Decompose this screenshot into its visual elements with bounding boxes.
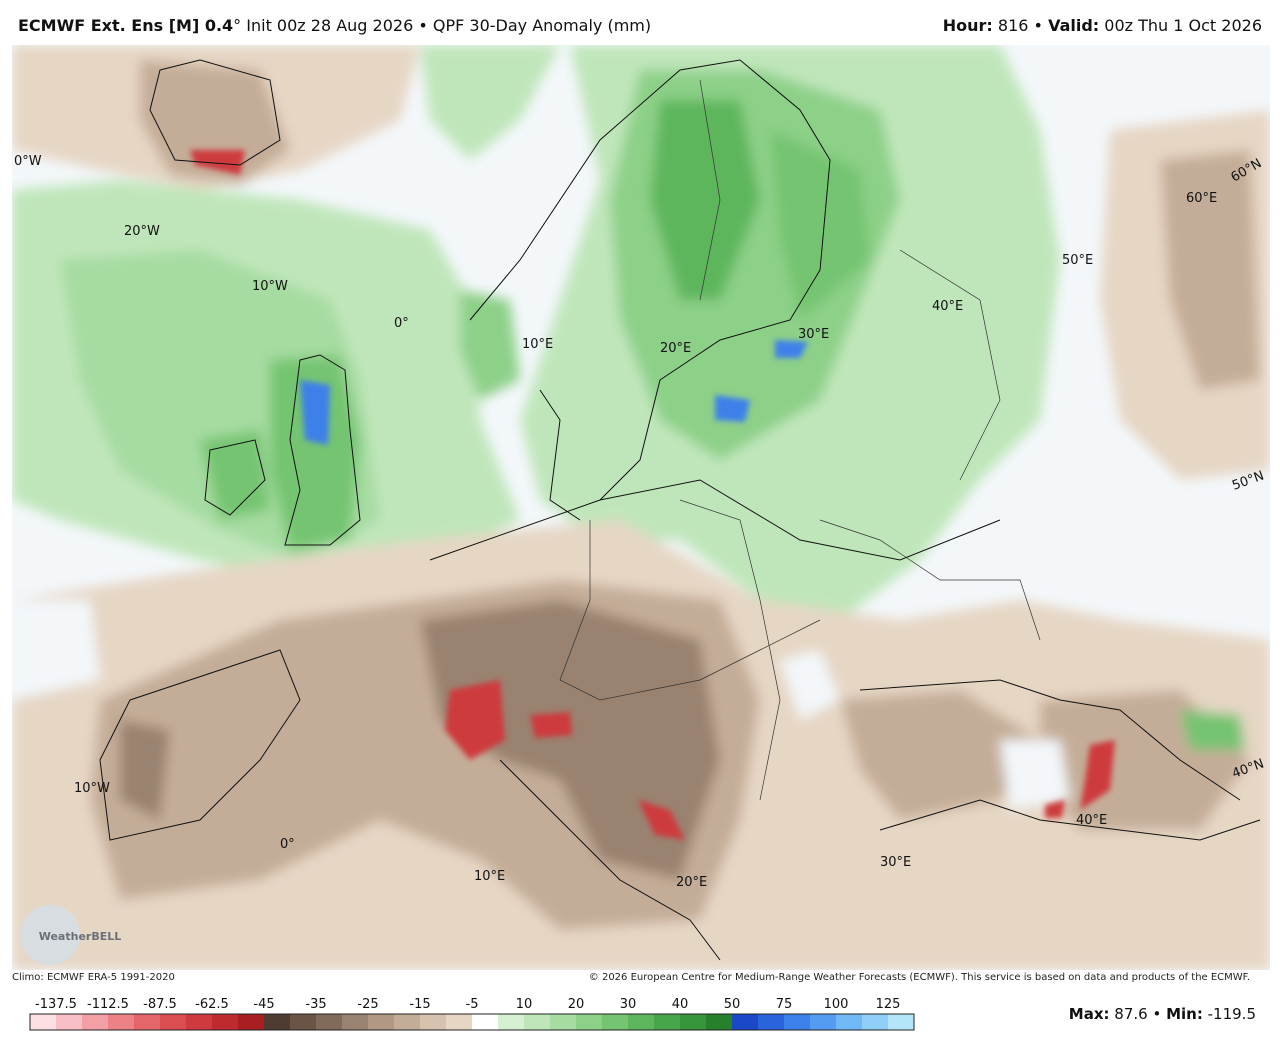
colorbar: -137.5 -112.5 -87.5 -62.5 -45 -35 -25 -15 -5 10 20… — [29, 997, 915, 1031]
colorbar-tick-label: -45 — [253, 997, 274, 1012]
color-swatch — [680, 1014, 706, 1030]
colorbar-tick-label: -87.5 — [143, 997, 177, 1012]
colorbar-tick-label: 75 — [776, 997, 793, 1012]
color-swatch — [498, 1014, 524, 1030]
colorbar-tick-label: 50 — [724, 997, 741, 1012]
climo-note: Climo: ECMWF ERA-5 1991-2020 — [12, 972, 175, 983]
colorbar-tick-label: -15 — [409, 997, 430, 1012]
colorbar-tick-label: 10 — [516, 997, 533, 1012]
valid-time: 00z Thu 1 Oct 2026 — [1104, 16, 1262, 35]
color-swatch — [316, 1014, 342, 1030]
color-swatch — [862, 1014, 888, 1030]
colorbar-tick-label: 100 — [824, 997, 849, 1012]
grid-label: 10°W — [252, 279, 288, 294]
max-label: Max: — [1068, 1005, 1110, 1023]
color-swatch — [290, 1014, 316, 1030]
color-swatch — [888, 1014, 914, 1030]
map: 0°W20°W10°W0°10°E 20°E30°E40°E50°E60°E60°… — [12, 45, 1270, 970]
colorbar-frame — [29, 1013, 915, 1031]
logo-badge — [20, 905, 80, 965]
color-swatch — [186, 1014, 212, 1030]
grid-label: 10°W — [74, 781, 110, 796]
color-swatch — [706, 1014, 732, 1030]
run-info: ° Init 00z 28 Aug 2026 • QPF 30-Day Anom… — [233, 16, 652, 35]
color-swatch — [134, 1014, 160, 1030]
coastlines — [99, 59, 1261, 961]
extreme-cells — [190, 150, 1115, 840]
max-value: 87.6 — [1114, 1005, 1148, 1023]
color-swatch — [368, 1014, 394, 1030]
color-swatch — [342, 1014, 368, 1030]
color-swatch — [576, 1014, 602, 1030]
color-swatch — [836, 1014, 862, 1030]
grid-label: 10°E — [522, 337, 553, 352]
hour: 816 — [997, 16, 1029, 35]
grid-label: 30°E — [798, 327, 829, 342]
header-valid: Hour: 816 • Valid: 00z Thu 1 Oct 2026 — [943, 16, 1262, 35]
min-label: Min: — [1166, 1005, 1203, 1023]
color-swatch — [212, 1014, 238, 1030]
color-swatch — [30, 1014, 56, 1030]
separator: • — [1033, 16, 1043, 35]
grid-label: 0° — [394, 316, 409, 331]
colorbar-tick-label: -62.5 — [195, 997, 229, 1012]
color-swatch — [108, 1014, 134, 1030]
colorbar-tick-label: -112.5 — [87, 997, 129, 1012]
color-swatch — [238, 1014, 264, 1030]
valid-label: Valid: — [1048, 16, 1100, 35]
separator: • — [1152, 1005, 1162, 1023]
color-swatch — [446, 1014, 472, 1030]
anomaly-field — [12, 45, 1270, 970]
color-swatch — [160, 1014, 186, 1030]
color-swatch — [264, 1014, 290, 1030]
colorbar-tick-label: -35 — [305, 997, 326, 1012]
min-value: -119.5 — [1207, 1005, 1256, 1023]
grid-label: 40°E — [1076, 813, 1107, 828]
grid-label: 20°E — [660, 341, 691, 356]
colorbar-tick-label: -5 — [466, 997, 479, 1012]
colorbar-tick-label: -137.5 — [35, 997, 77, 1012]
color-swatch — [56, 1014, 82, 1030]
color-swatch — [628, 1014, 654, 1030]
color-swatch — [732, 1014, 758, 1030]
copyright: © 2026 European Centre for Medium-Range … — [588, 972, 1250, 983]
color-swatch — [654, 1014, 680, 1030]
grid-label: 60°E — [1186, 191, 1217, 206]
grid-label: 20°W — [124, 224, 160, 239]
header-title: ECMWF Ext. Ens [M] 0.4° Init 00z 28 Aug … — [18, 16, 651, 35]
color-swatch — [550, 1014, 576, 1030]
borders — [559, 79, 1041, 801]
colorbar-tick-label: 20 — [568, 997, 585, 1012]
grid-label: 50°E — [1062, 253, 1093, 268]
grid-label: 0° — [280, 837, 295, 852]
color-swatch — [524, 1014, 550, 1030]
color-swatch — [758, 1014, 784, 1030]
grid-label: 10°E — [474, 869, 505, 884]
grid-label: 20°E — [676, 875, 707, 890]
colorbar-tick-label: 40 — [672, 997, 689, 1012]
color-swatch — [420, 1014, 446, 1030]
logo: WeatherBELL — [20, 905, 121, 965]
color-swatch — [784, 1014, 810, 1030]
grid-label: 30°E — [880, 855, 911, 870]
color-swatch — [82, 1014, 108, 1030]
hour-label: Hour: — [942, 16, 993, 35]
colorbar-tick-label: 125 — [876, 997, 901, 1012]
model-name: ECMWF Ext. Ens [M] 0.4 — [18, 16, 234, 35]
color-swatch — [602, 1014, 628, 1030]
colorbar-tick-label: 30 — [620, 997, 637, 1012]
color-swatch — [810, 1014, 836, 1030]
stats: Max: 87.6 • Min: -119.5 — [1069, 1005, 1256, 1023]
colorbar-tick-label: -25 — [357, 997, 378, 1012]
logo-text: WeatherBELL — [39, 930, 122, 943]
color-swatch — [472, 1014, 498, 1030]
grid-label: 0°W — [14, 154, 42, 169]
color-swatch — [394, 1014, 420, 1030]
grid-label: 40°E — [932, 299, 963, 314]
